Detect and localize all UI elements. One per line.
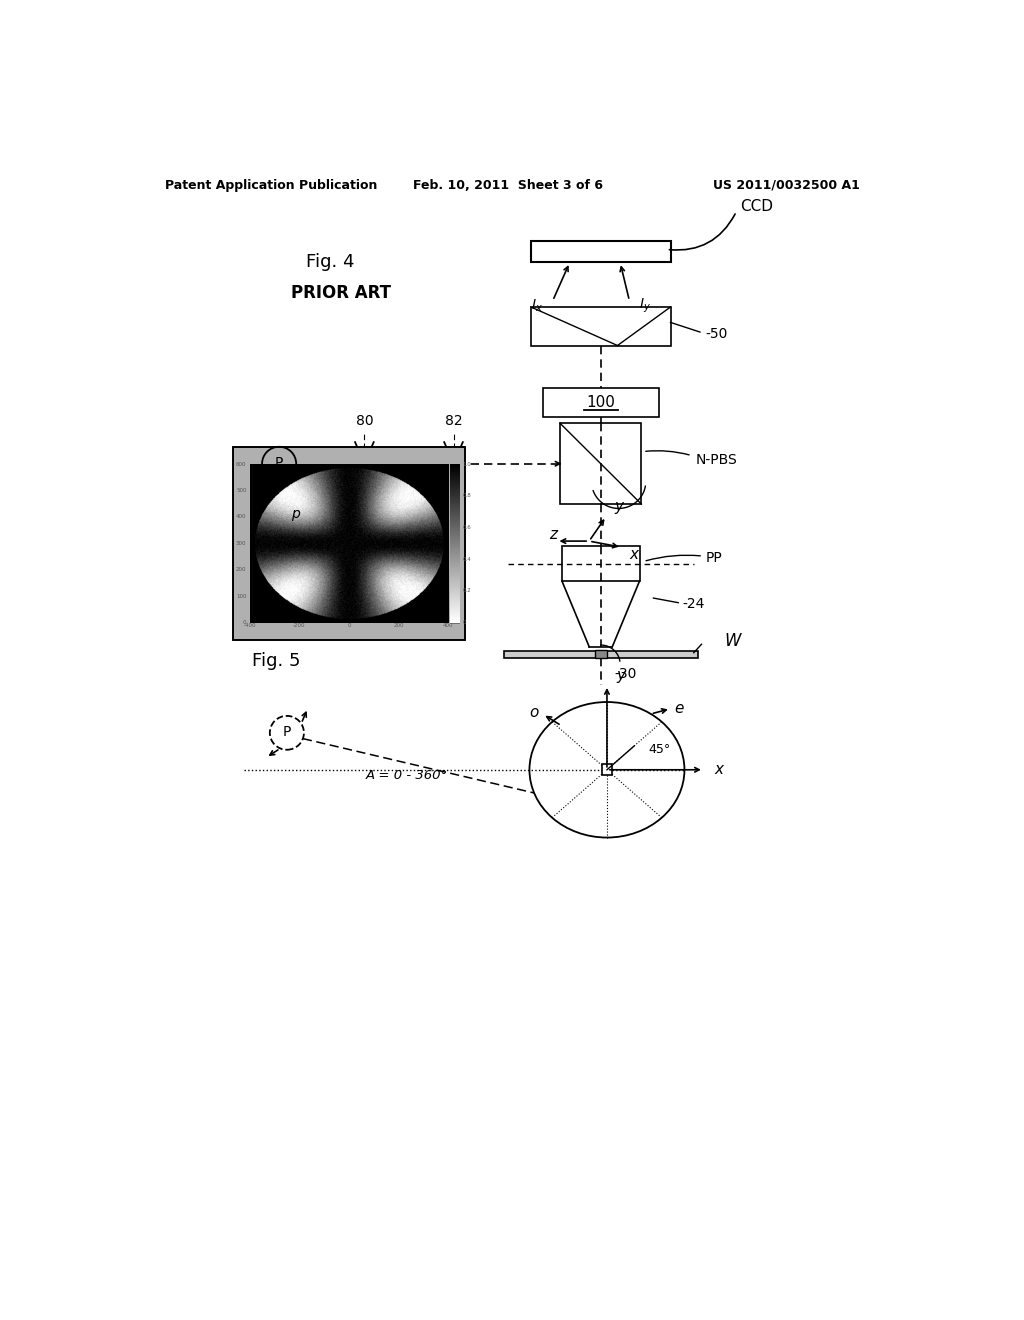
Bar [595, 649, 607, 659]
Text: P: P [283, 725, 291, 739]
Text: $I_y$: $I_y$ [639, 296, 651, 314]
Text: 82: 82 [444, 414, 462, 429]
Text: 1.0: 1.0 [463, 462, 471, 466]
Bar [504, 651, 697, 659]
Text: 100: 100 [587, 395, 615, 411]
Bar [232, 447, 465, 640]
Text: Fig. 4: Fig. 4 [306, 253, 354, 272]
Text: 0.2: 0.2 [463, 589, 471, 594]
Text: o: o [528, 705, 539, 721]
Bar [543, 388, 658, 417]
Text: -30: -30 [614, 667, 636, 681]
Text: 0.6: 0.6 [463, 525, 471, 531]
Bar [531, 308, 671, 346]
Bar [250, 465, 449, 623]
Text: CCD: CCD [740, 198, 773, 214]
Text: x: x [714, 762, 723, 777]
Text: 400: 400 [442, 623, 454, 628]
Text: A = 0 - 360°: A = 0 - 360° [366, 770, 449, 783]
Text: Patent Application Publication: Patent Application Publication [165, 178, 378, 191]
Text: 500: 500 [237, 488, 247, 494]
Bar [450, 465, 459, 623]
Text: PRIOR ART: PRIOR ART [291, 284, 391, 302]
Text: e: e [674, 701, 683, 717]
Text: 600: 600 [237, 462, 247, 466]
Text: P: P [274, 455, 284, 470]
Text: US 2011/0032500 A1: US 2011/0032500 A1 [714, 178, 860, 191]
Text: 80: 80 [355, 414, 373, 429]
Text: 0: 0 [243, 620, 247, 626]
Text: 200: 200 [393, 623, 403, 628]
Text: z: z [549, 528, 557, 543]
Text: 0: 0 [463, 620, 466, 626]
Text: Feb. 10, 2011  Sheet 3 of 6: Feb. 10, 2011 Sheet 3 of 6 [413, 178, 603, 191]
Text: $I_x$: $I_x$ [531, 297, 543, 314]
Text: Fig. 5: Fig. 5 [252, 652, 300, 671]
Text: x: x [630, 548, 638, 562]
Text: 200: 200 [237, 568, 247, 573]
Text: -200: -200 [293, 623, 305, 628]
Bar [531, 240, 671, 263]
Text: 0: 0 [347, 623, 350, 628]
Bar [562, 546, 640, 581]
Bar [232, 447, 465, 640]
Text: 400: 400 [237, 515, 247, 520]
Text: N-PBS: N-PBS [695, 453, 737, 467]
Text: -50: -50 [706, 327, 728, 341]
Text: 300: 300 [237, 541, 247, 546]
Text: p: p [291, 507, 299, 521]
Text: y: y [616, 668, 626, 682]
Bar [560, 424, 641, 504]
Text: 45°: 45° [648, 743, 671, 756]
Text: PP: PP [706, 550, 722, 565]
Bar [601, 764, 612, 775]
Text: y: y [614, 499, 623, 513]
Text: 0.4: 0.4 [463, 557, 471, 562]
Text: 100: 100 [237, 594, 247, 599]
Text: -400: -400 [244, 623, 256, 628]
Text: W: W [725, 632, 741, 651]
Text: 0.8: 0.8 [463, 494, 471, 499]
Text: -24: -24 [682, 597, 705, 611]
